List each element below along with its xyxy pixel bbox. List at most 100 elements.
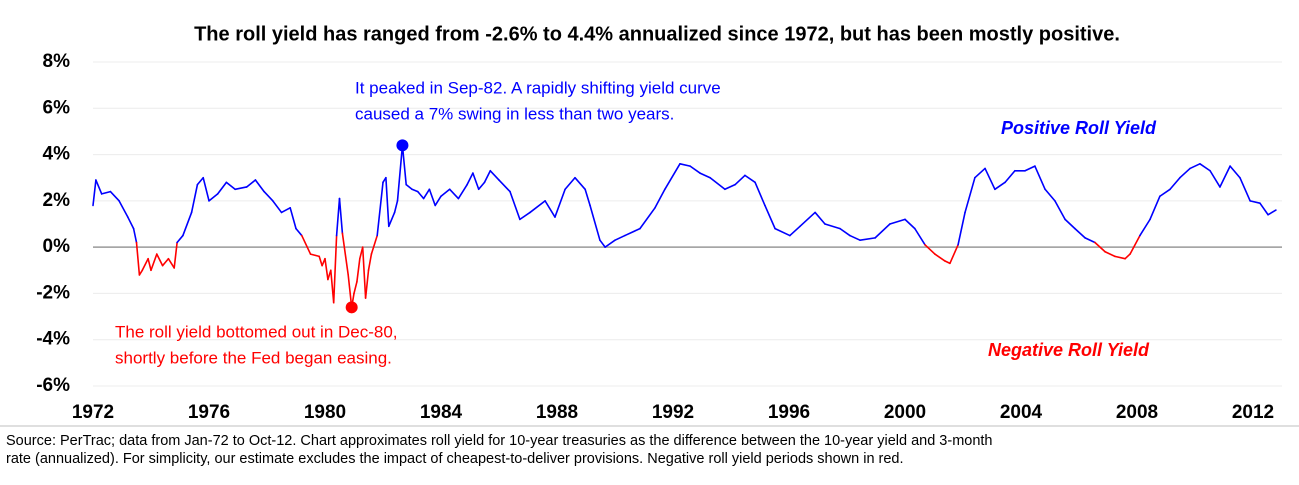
line-segment bbox=[356, 257, 361, 283]
line-segment bbox=[132, 227, 138, 244]
line-segment bbox=[364, 269, 370, 299]
annotation-text: caused a 7% swing in less than two years… bbox=[355, 104, 674, 123]
line-segment bbox=[1114, 255, 1126, 260]
line-segment bbox=[1104, 250, 1116, 258]
line-segment bbox=[309, 253, 321, 258]
line-segment bbox=[150, 253, 158, 272]
x-tick-label: 1984 bbox=[420, 402, 463, 423]
line-segment bbox=[245, 179, 257, 188]
line-segment bbox=[1034, 165, 1046, 191]
line-segment bbox=[489, 169, 500, 181]
x-tick-label: 1976 bbox=[188, 402, 230, 423]
line-segment bbox=[263, 190, 274, 202]
line-segment bbox=[405, 183, 413, 191]
annotation-point bbox=[396, 139, 409, 152]
line-segment bbox=[689, 165, 701, 174]
line-segment bbox=[599, 239, 606, 248]
line-segment bbox=[934, 253, 946, 262]
line-segment bbox=[949, 244, 959, 265]
y-tick-label: -4% bbox=[36, 329, 70, 350]
line-segment bbox=[254, 179, 265, 193]
line-segment bbox=[1229, 165, 1241, 179]
region-label: Negative Roll Yield bbox=[988, 340, 1150, 360]
line-segment bbox=[385, 176, 390, 228]
line-segment bbox=[196, 176, 204, 186]
line-segment bbox=[361, 246, 367, 299]
line-segment bbox=[584, 188, 591, 207]
line-segment bbox=[664, 163, 681, 191]
line-segment bbox=[411, 188, 419, 193]
line-segment bbox=[353, 281, 358, 295]
line-segment bbox=[624, 227, 641, 237]
line-segment bbox=[774, 227, 791, 237]
line-segment bbox=[1149, 195, 1161, 221]
y-tick-label: 2% bbox=[43, 190, 71, 211]
x-tick-label: 2012 bbox=[1232, 402, 1274, 423]
line-segment bbox=[173, 241, 178, 269]
line-segment bbox=[839, 227, 851, 237]
line-segment bbox=[754, 181, 766, 207]
line-segment bbox=[1219, 165, 1231, 188]
line-segment bbox=[889, 218, 906, 225]
line-segment bbox=[448, 188, 460, 200]
y-tick-label: -2% bbox=[36, 282, 70, 303]
source-line: rate (annualized). For simplicity, our e… bbox=[6, 451, 904, 467]
line-segment bbox=[859, 237, 876, 241]
line-segment bbox=[974, 167, 986, 179]
line-segment bbox=[529, 200, 546, 214]
line-segment bbox=[639, 207, 656, 230]
line-segment bbox=[477, 181, 486, 191]
line-segment bbox=[280, 207, 292, 214]
line-segment bbox=[434, 195, 442, 207]
line-segment bbox=[764, 204, 776, 230]
line-segment bbox=[519, 211, 531, 221]
line-segment bbox=[554, 188, 566, 218]
line-segment bbox=[138, 269, 144, 276]
line-segment bbox=[457, 183, 468, 200]
line-segment bbox=[824, 223, 841, 230]
line-segment bbox=[799, 211, 816, 228]
line-segment bbox=[1249, 200, 1261, 204]
source-line: Source: PerTrac; data from Jan-72 to Oct… bbox=[6, 433, 993, 449]
line-segment bbox=[135, 241, 141, 276]
line-segment bbox=[376, 181, 384, 237]
line-segment bbox=[234, 186, 248, 191]
line-segment bbox=[176, 234, 184, 244]
x-tick-label: 1980 bbox=[304, 402, 346, 423]
region-label: Positive Roll Yield bbox=[1001, 118, 1157, 138]
x-tick-label: 1992 bbox=[652, 402, 694, 423]
x-tick-label: 1972 bbox=[72, 402, 114, 423]
line-segment bbox=[1044, 188, 1056, 202]
line-segment bbox=[1024, 165, 1036, 172]
line-segment bbox=[147, 257, 152, 272]
y-tick-label: 8% bbox=[43, 51, 71, 72]
x-tick-label: 1996 bbox=[768, 402, 810, 423]
line-segment bbox=[904, 218, 916, 230]
y-tick-label: 4% bbox=[43, 144, 71, 165]
line-segment bbox=[167, 257, 175, 269]
line-segment bbox=[95, 179, 103, 195]
line-segment bbox=[914, 227, 926, 246]
line-segment bbox=[1124, 253, 1131, 260]
line-segment bbox=[141, 257, 149, 272]
chart-title: The roll yield has ranged from -2.6% to … bbox=[194, 23, 1120, 45]
line-segment bbox=[1159, 188, 1171, 198]
line-segment bbox=[127, 216, 135, 230]
line-segment bbox=[416, 190, 425, 200]
line-segment bbox=[789, 225, 801, 237]
line-segment bbox=[324, 257, 329, 281]
line-segment bbox=[744, 174, 756, 184]
line-segment bbox=[332, 234, 338, 304]
line-segment bbox=[118, 200, 129, 218]
line-segment bbox=[466, 172, 474, 186]
line-segment bbox=[1179, 167, 1191, 179]
line-segment bbox=[208, 193, 219, 202]
line-segment bbox=[614, 234, 626, 241]
line-segment bbox=[483, 169, 492, 184]
line-segment bbox=[574, 176, 586, 191]
line-segment bbox=[472, 172, 480, 191]
line-segment bbox=[318, 255, 323, 267]
line-segment bbox=[161, 257, 170, 267]
x-tick-label: 1988 bbox=[536, 402, 578, 423]
